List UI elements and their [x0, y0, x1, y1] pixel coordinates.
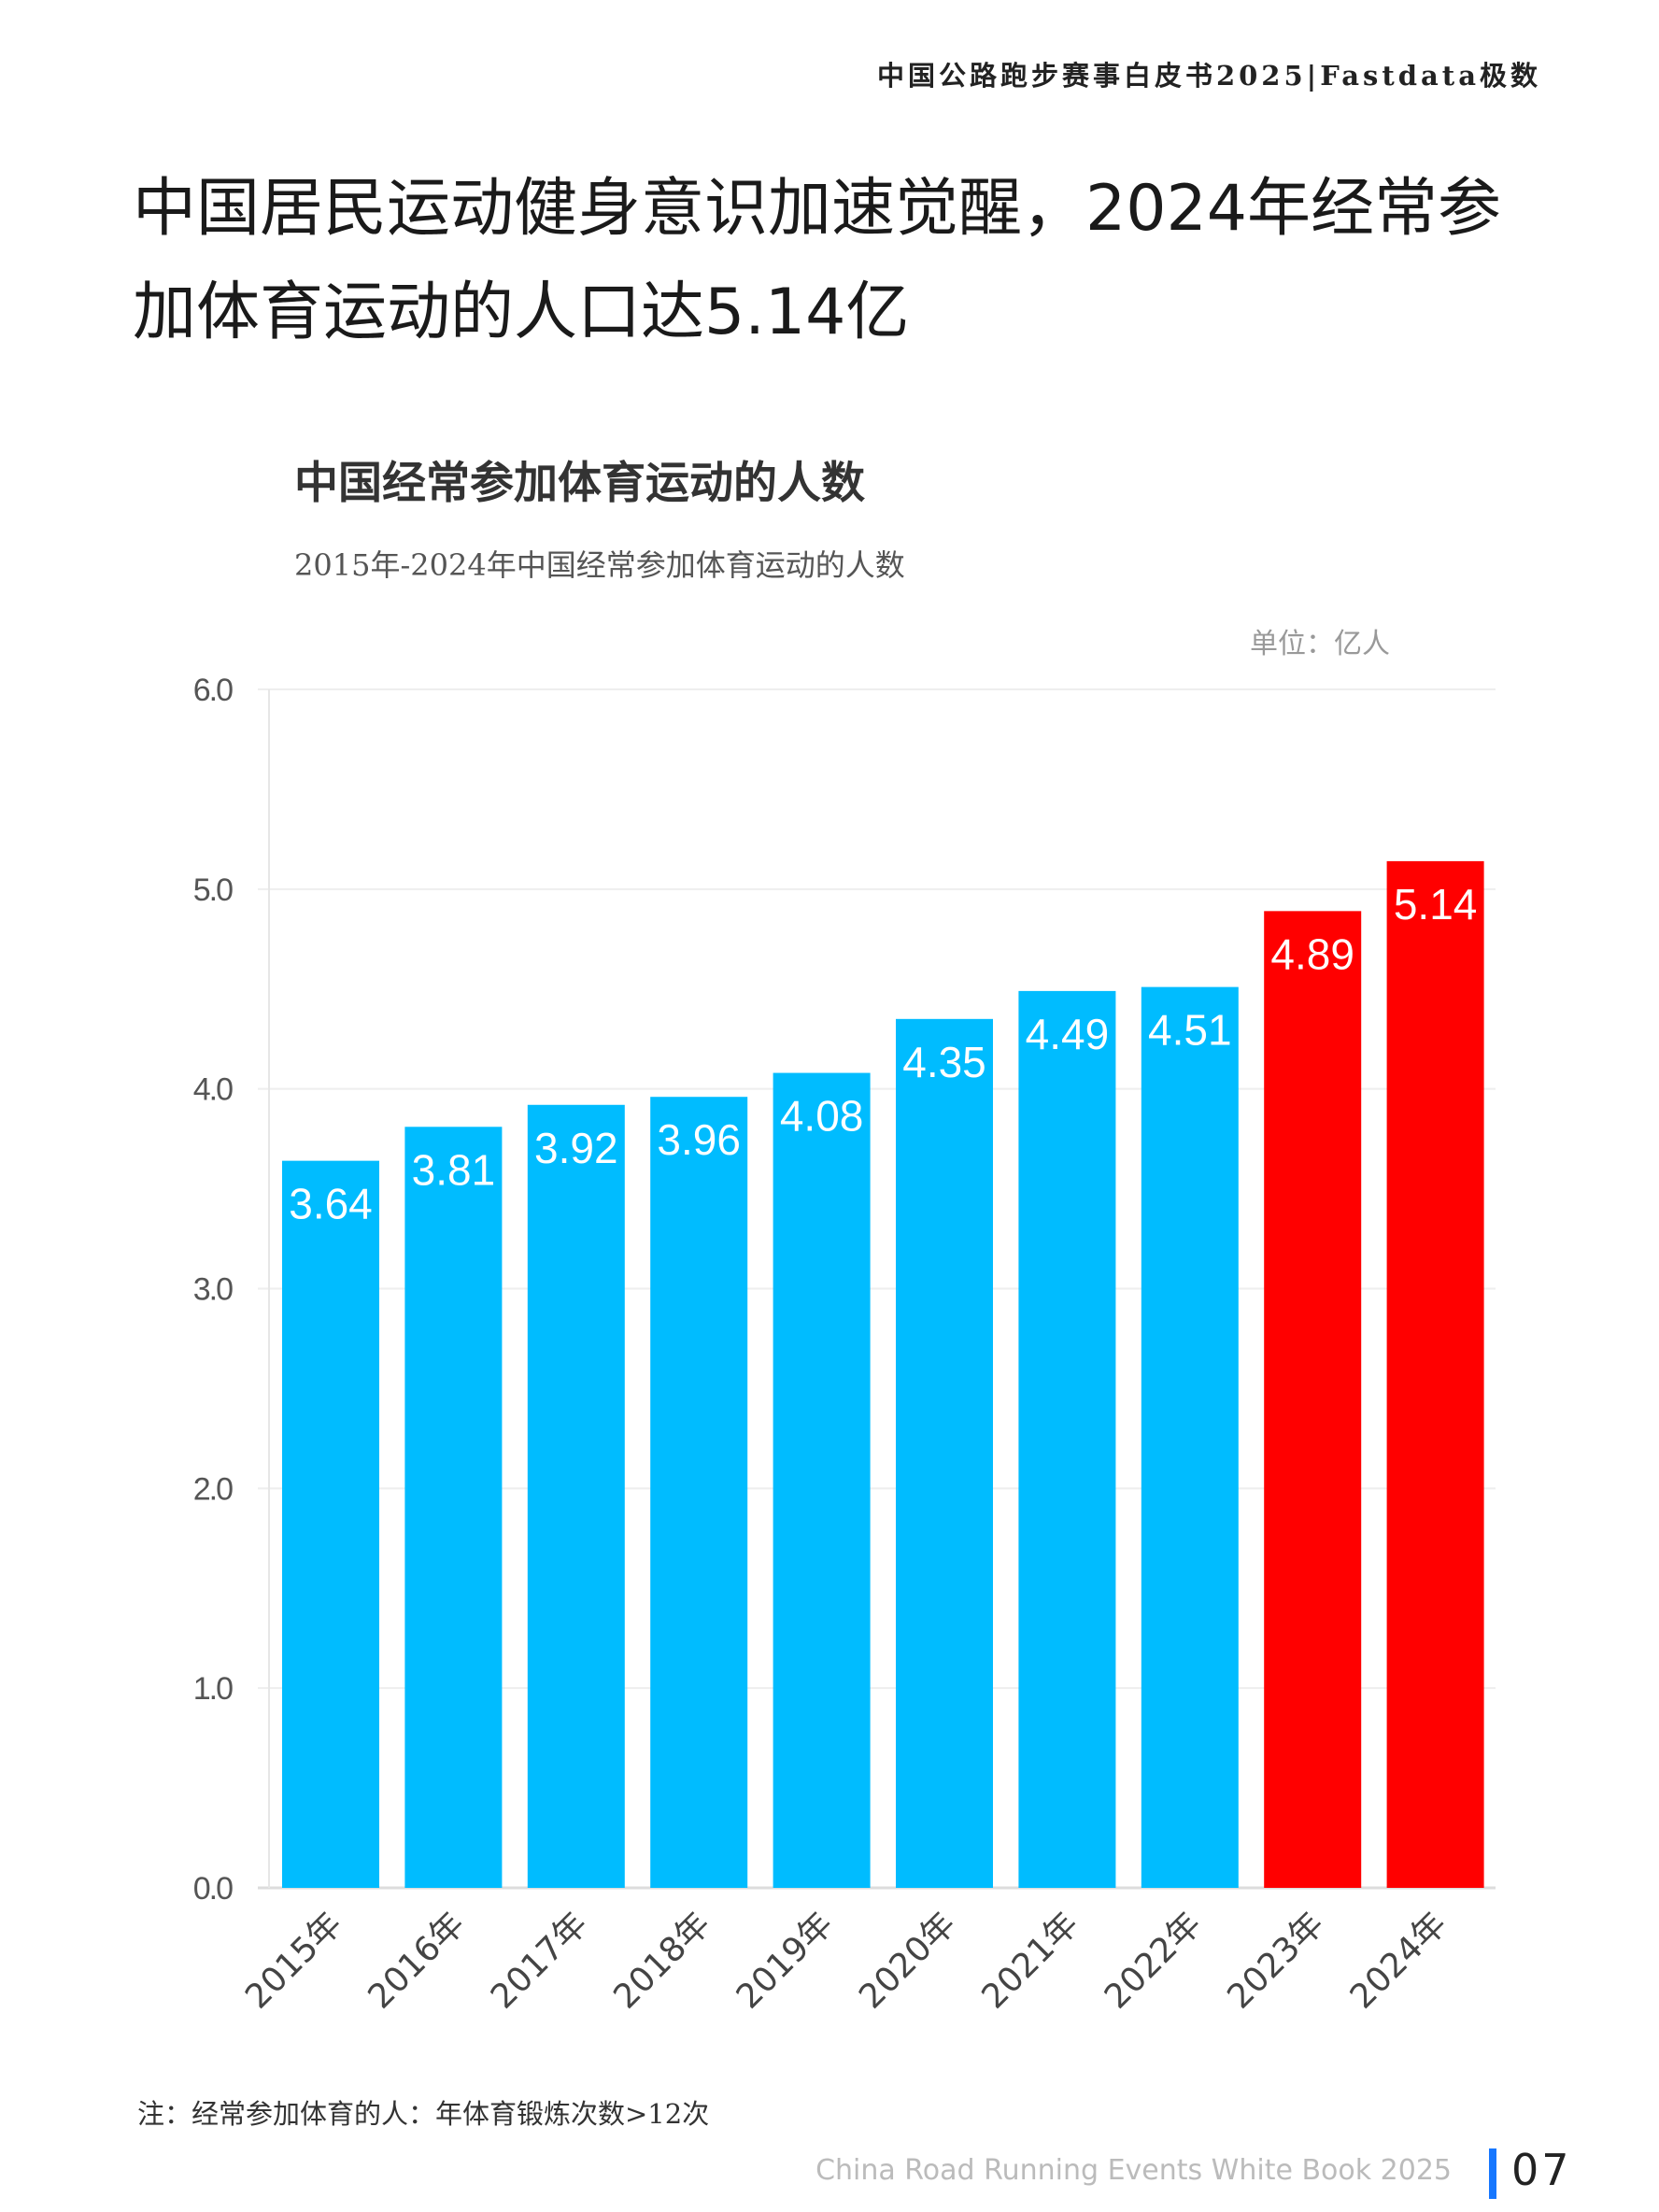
report-header: 中国公路跑步赛事白皮书2025|Fastdata极数 — [876, 60, 1541, 92]
bar-2023年 — [1264, 911, 1362, 1888]
page-number: 07 — [1511, 2145, 1572, 2195]
x-tick-label: 2021年 — [975, 1905, 1086, 2016]
data-label: 4.89 — [1270, 929, 1354, 978]
bar-2019年 — [773, 1072, 871, 1888]
x-tick-label: 2022年 — [1098, 1905, 1209, 2016]
data-label: 4.51 — [1148, 1006, 1232, 1055]
bar-2022年 — [1141, 986, 1239, 1888]
data-label: 3.81 — [412, 1145, 496, 1194]
y-tick-label: 3.0 — [193, 1272, 233, 1308]
data-label: 5.14 — [1394, 880, 1478, 929]
x-tick-label: 2024年 — [1343, 1905, 1454, 2016]
bar-2017年 — [527, 1104, 625, 1888]
x-tick-label: 2017年 — [484, 1905, 595, 2016]
y-tick-label: 0.0 — [193, 1871, 233, 1907]
bar-2020年 — [896, 1018, 993, 1888]
chart-unit: 单位：亿人 — [1250, 628, 1390, 660]
page-title: 中国居民运动健身意识加速觉醒，2024年经常参加体育运动的人口达5.14亿 — [133, 172, 1502, 349]
x-tick-label: 2016年 — [362, 1905, 473, 2016]
footer-text: China Road Running Events White Book 202… — [815, 2154, 1452, 2187]
data-label: 3.96 — [657, 1115, 741, 1164]
bar-2018年 — [650, 1097, 748, 1888]
footer-accent-bar — [1489, 2148, 1496, 2199]
chart-title: 中国经常参加体育运动的人数 — [294, 458, 865, 509]
y-tick-label: 4.0 — [193, 1072, 233, 1108]
data-label: 4.35 — [902, 1038, 986, 1086]
data-label: 3.92 — [534, 1124, 618, 1172]
data-label: 4.49 — [1026, 1010, 1110, 1058]
bar-2016年 — [404, 1127, 503, 1888]
x-tick-label: 2015年 — [238, 1905, 349, 2016]
y-tick-label: 6.0 — [193, 673, 233, 708]
x-tick-label: 2019年 — [730, 1905, 841, 2016]
x-tick-label: 2023年 — [1220, 1905, 1331, 2016]
bar-2015年 — [282, 1160, 379, 1888]
chart-subtitle: 2015年-2024年中国经常参加体育运动的人数 — [294, 547, 905, 583]
y-tick-label: 2.0 — [193, 1471, 233, 1507]
y-tick-label: 5.0 — [193, 872, 233, 908]
chart-note: 注：经常参加体育的人：年体育锻炼次数>12次 — [137, 2098, 710, 2130]
data-label: 3.64 — [289, 1180, 373, 1228]
bar-2024年 — [1386, 860, 1484, 1888]
x-tick-label: 2020年 — [852, 1905, 963, 2016]
bar-2021年 — [1018, 990, 1116, 1888]
x-tick-label: 2018年 — [606, 1905, 717, 2016]
data-label: 4.08 — [780, 1092, 864, 1141]
y-tick-label: 1.0 — [193, 1671, 233, 1707]
